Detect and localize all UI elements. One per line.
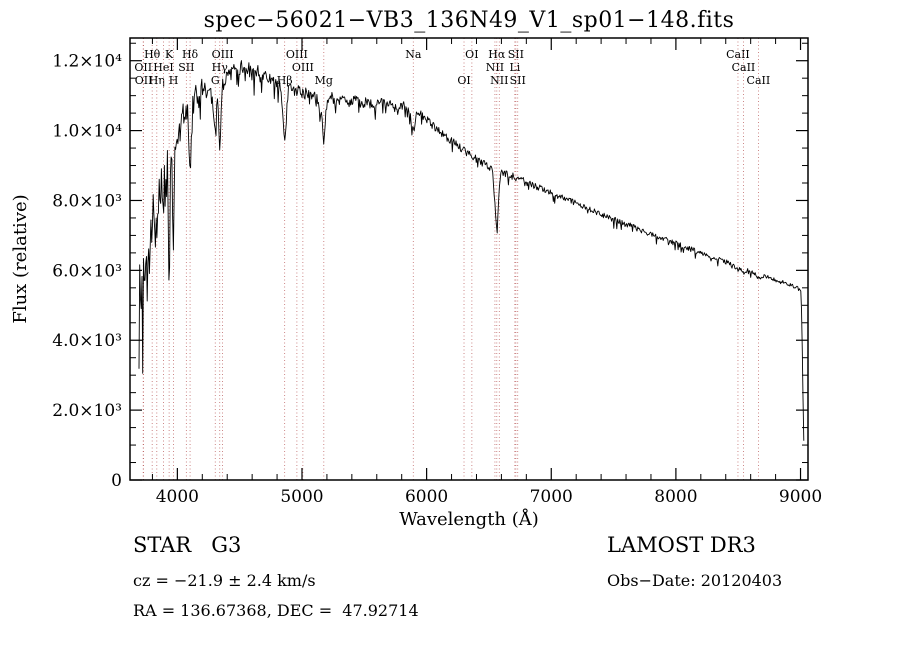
obs-date-label: Obs−Date: 20120403 [607, 571, 783, 590]
spectral-line-label: OII [135, 74, 153, 87]
spectral-line-label: H [169, 74, 179, 87]
spectral-line-label: Li [509, 61, 520, 74]
x-tick-label: 9000 [779, 487, 822, 507]
spectral-line-label: CaII [732, 61, 756, 74]
spectral-line-label: Hγ [212, 61, 229, 74]
spectral-line-label: Na [405, 48, 422, 61]
plot-frame [129, 37, 809, 481]
spectral-line-label: SII [510, 74, 526, 87]
spectral-line-label: CaII [747, 74, 771, 87]
spectral-line-label: Hβ [277, 74, 293, 87]
spectral-line-label: SII [508, 48, 524, 61]
spectral-line-label: Hδ [182, 48, 199, 61]
y-tick-label: 1.2×10⁴ [52, 52, 122, 72]
spectral-line-label: CaII [726, 48, 750, 61]
y-tick-label: 1.0×10⁴ [52, 122, 122, 142]
spectral-line-label: OI [457, 74, 470, 87]
spectral-line-label: G [211, 74, 220, 87]
spectral-line-label: OI [465, 48, 478, 61]
y-tick-label: 8.0×10³ [52, 191, 122, 211]
spectral-line-label: Mg [315, 74, 333, 87]
spectral-line-label: NII [486, 61, 504, 74]
radial-velocity-label: cz = −21.9 ± 2.4 km/s [133, 571, 316, 590]
spectral-line-label: OIII [286, 48, 308, 61]
spectral-line-label: NII [490, 74, 508, 87]
x-tick-label: 6000 [405, 487, 448, 507]
spectral-line-label: OIII [292, 61, 314, 74]
x-axis-label: Wavelength (Å) [399, 508, 539, 530]
x-tick-label: 7000 [530, 487, 573, 507]
object-class-label: STAR G3 [133, 533, 242, 557]
y-axis-label: Flux (relative) [10, 194, 31, 323]
spectral-line-label: Hη [149, 74, 165, 87]
spectral-line-label: OIII [212, 48, 234, 61]
spectral-line-label: K [165, 48, 174, 61]
x-tick-label: 4000 [156, 487, 199, 507]
x-tick-label: 8000 [654, 487, 697, 507]
y-tick-label: 0 [111, 471, 122, 491]
spectral-line-label: Hθ [144, 48, 161, 61]
y-tick-label: 2.0×10³ [52, 401, 122, 421]
x-tick-label: 5000 [280, 487, 323, 507]
spectrum-line [138, 60, 805, 441]
spectral-line-label: SII [178, 61, 194, 74]
y-tick-label: 4.0×10³ [52, 331, 122, 351]
coordinates-label: RA = 136.67368, DEC = 47.92714 [133, 601, 419, 620]
survey-label: LAMOST DR3 [607, 533, 756, 557]
spectral-line-label: HeI [153, 61, 173, 74]
y-tick-label: 6.0×10³ [52, 261, 122, 281]
spectral-line-label: OII [134, 61, 152, 74]
spectral-line-label: Hα [488, 48, 506, 61]
page-title: spec−56021−VB3_136N49_V1_sp01−148.fits [203, 8, 735, 33]
